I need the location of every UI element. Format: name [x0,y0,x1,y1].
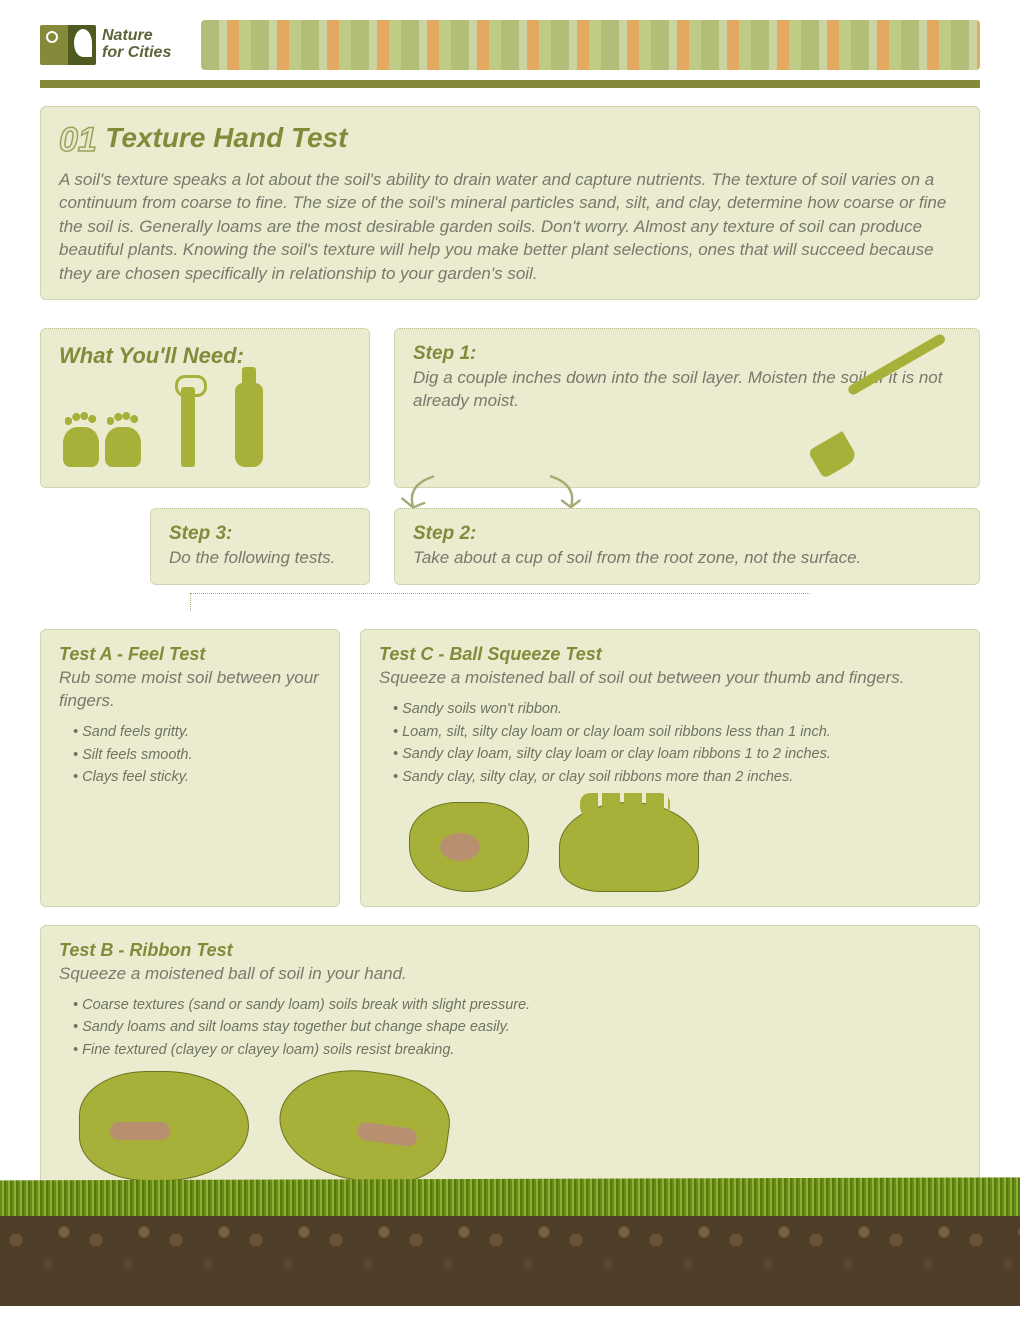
step3-text: Do the following tests. [169,547,351,570]
logo-mark-icon [40,25,96,65]
need-title: What You'll Need: [59,343,351,369]
open-palm-icon [559,802,699,892]
step1-panel: Step 1: Dig a couple inches down into th… [394,328,980,488]
test-c-title: Test C - Ball Squeeze Test [379,644,961,665]
header: Nature for Cities [0,0,1020,78]
cityscape-banner-icon [201,20,980,70]
hands-icon [63,427,141,467]
test-c-lead: Squeeze a moistened ball of soil out bet… [379,667,961,690]
fist-hand-icon [409,802,529,892]
section-number: 01 [59,121,97,160]
test-b-title: Test B - Ribbon Test [59,940,961,961]
list-item: Sandy loams and silt loams stay together… [73,1016,961,1038]
test-b-list: Coarse textures (sand or sandy loam) soi… [59,994,961,1061]
list-item: Loam, silt, silty clay loam or clay loam… [393,721,961,743]
step2-label: Step 2: [413,523,961,545]
test-a-lead: Rub some moist soil between your fingers… [59,667,321,713]
test-b-lead: Squeeze a moistened ball of soil in your… [59,963,961,986]
test-c-list: Sandy soils won't ribbon. Loam, silt, si… [379,698,961,788]
step3-label: Step 3: [169,523,351,545]
brand-line1: Nature [102,28,171,45]
trowel-icon [181,387,195,467]
step2-panel: Step 2: Take about a cup of soil from th… [394,508,980,585]
dotted-connector [190,593,810,611]
logo: Nature for Cities [40,25,171,65]
list-item: Fine textured (clayey or clayey loam) so… [73,1039,961,1061]
logo-text: Nature for Cities [102,28,171,62]
step3-panel: Step 3: Do the following tests. [150,508,370,585]
squeeze-illustration [379,802,961,892]
test-c-panel: Test C - Ball Squeeze Test Squeeze a moi… [360,629,980,907]
shovel-icon [819,387,959,477]
list-item: Silt feels smooth. [73,744,321,766]
what-youll-need-panel: What You'll Need: [40,328,370,488]
grass-icon [0,1156,1020,1216]
grass-soil-footer [0,1156,1020,1306]
section-heading: 01 Texture Hand Test [59,121,961,160]
list-item: Coarse textures (sand or sandy loam) soi… [73,994,961,1016]
brand-line2: for Cities [102,45,171,62]
step2-text: Take about a cup of soil from the root z… [413,547,961,570]
step1-label: Step 1: [413,343,961,365]
intro-text: A soil's texture speaks a lot about the … [59,168,961,285]
water-bottle-icon [235,383,263,467]
test-a-list: Sand feels gritty. Silt feels smooth. Cl… [59,721,321,788]
list-item: Sandy soils won't ribbon. [393,698,961,720]
list-item: Sandy clay loam, silty clay loam or clay… [393,743,961,765]
need-icons [59,383,351,467]
soil-icon [0,1216,1020,1306]
list-item: Clays feel sticky. [73,766,321,788]
intro-panel: 01 Texture Hand Test A soil's texture sp… [40,106,980,300]
flow-arrow-icon [540,472,584,516]
header-divider [40,80,980,88]
list-item: Sand feels gritty. [73,721,321,743]
flow-arrow-icon [400,470,444,514]
list-item: Sandy clay, silty clay, or clay soil rib… [393,766,961,788]
test-a-panel: Test A - Feel Test Rub some moist soil b… [40,629,340,907]
test-a-title: Test A - Feel Test [59,644,321,665]
section-title: Texture Hand Test [105,122,347,153]
